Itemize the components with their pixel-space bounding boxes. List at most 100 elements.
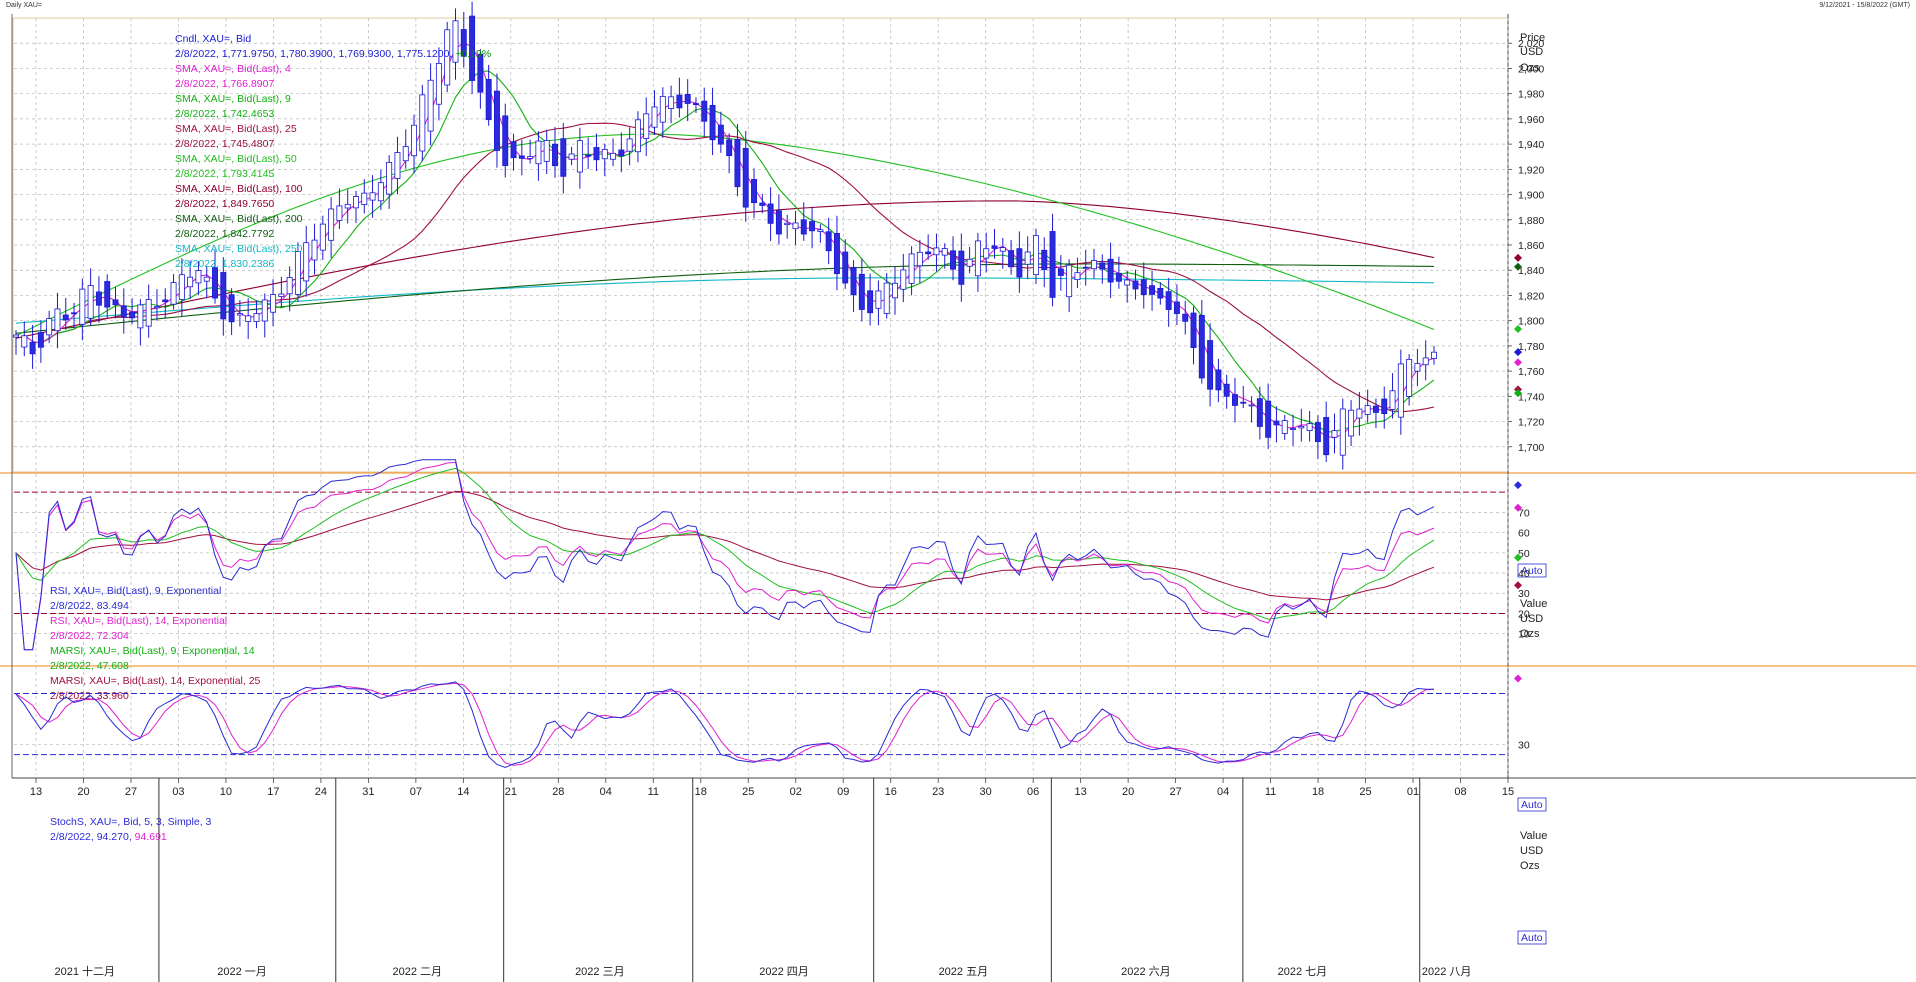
- price-legend-entry: Cndl, XAU=, Bid: [175, 33, 251, 45]
- candle-body: [203, 276, 210, 282]
- candle-body: [1223, 383, 1230, 397]
- rsi-tick-label: 70: [1518, 507, 1530, 519]
- candle-body: [676, 94, 683, 109]
- candle-body: [270, 294, 277, 313]
- candle-body: [212, 267, 218, 299]
- price-legend-entry: 2/8/2022, 1,745.4807: [175, 138, 274, 150]
- candle-body: [1074, 272, 1081, 281]
- candle-body: [867, 290, 874, 314]
- candle-body: [245, 315, 252, 322]
- candle-body: [1406, 358, 1413, 397]
- candle-body: [1099, 262, 1106, 270]
- rsi-legend-entry: RSI, XAU=, Bid(Last), 14, Exponential: [50, 615, 227, 627]
- candle-body: [833, 233, 840, 275]
- candle-body: [916, 251, 923, 267]
- candle-body: [402, 146, 409, 162]
- candle-body: [1348, 409, 1355, 437]
- x-day-tick-label: 02: [790, 786, 802, 798]
- candle-body: [419, 94, 426, 152]
- candle-body: [576, 140, 583, 173]
- candle-body: [54, 308, 61, 332]
- candle-body: [236, 313, 243, 316]
- x-month-label: 2022 二月: [393, 966, 443, 978]
- candle-body: [1049, 231, 1056, 298]
- candle-body: [883, 282, 890, 314]
- candle-body: [875, 290, 882, 309]
- x-day-tick-label: 03: [172, 786, 184, 798]
- candle-body: [618, 149, 625, 157]
- candle-body: [1207, 340, 1214, 390]
- candle-body: [560, 138, 567, 177]
- x-day-tick-label: 06: [1027, 786, 1039, 798]
- candle-body: [634, 119, 641, 153]
- candle-body: [328, 208, 335, 241]
- candle-body: [858, 273, 865, 310]
- candle-body: [543, 140, 550, 162]
- stoch-axis-unit2: Ozs: [1520, 860, 1540, 872]
- price-tick-label: 2,020: [1518, 38, 1544, 50]
- sma250-line: [15, 277, 1435, 324]
- price-tick-label: 1,720: [1518, 417, 1544, 429]
- candle-body: [950, 250, 957, 270]
- rsi-tick-label: 30: [1518, 588, 1530, 600]
- candle-body: [941, 248, 948, 256]
- candle-body: [809, 221, 816, 232]
- candle-body: [361, 192, 368, 205]
- price-legend-entry: 2/8/2022, 1,830.2386: [175, 258, 274, 270]
- candle-body: [742, 147, 749, 208]
- candle-body: [71, 312, 78, 315]
- x-day-tick-label: 16: [885, 786, 897, 798]
- x-day-tick-label: 10: [220, 786, 232, 798]
- candle-body: [1232, 394, 1238, 406]
- x-month-label: 2021 十二月: [54, 964, 115, 978]
- price-marker: [1514, 262, 1522, 271]
- candle-body: [170, 282, 177, 305]
- candle-body: [1364, 405, 1371, 415]
- x-month-label: 2022 六月: [1121, 965, 1171, 978]
- candle-body: [1057, 268, 1064, 276]
- candle-body: [709, 105, 716, 141]
- candle-body: [469, 15, 476, 81]
- candle-body: [1323, 417, 1330, 456]
- price-legend-entry: 2/8/2022, 1,766.8907: [175, 78, 274, 90]
- marsi14-line: [15, 490, 1435, 601]
- x-day-tick-label: 04: [600, 786, 612, 798]
- price-legend-entry: SMA, XAU=, Bid(Last), 100: [175, 183, 303, 195]
- candle-body: [1389, 390, 1396, 410]
- candle-body: [734, 138, 741, 188]
- candle-body: [933, 247, 940, 256]
- candle-body: [29, 342, 36, 355]
- candle-body: [1331, 430, 1338, 438]
- price-tick-label: 1,860: [1518, 240, 1544, 252]
- candle-body: [1273, 420, 1280, 426]
- rsi-axis-unit2: Ozs: [1520, 628, 1540, 640]
- candle-body: [294, 251, 301, 295]
- candle-body: [87, 285, 94, 319]
- candle-body: [104, 281, 111, 308]
- price-legend-entry: SMA, XAU=, Bid(Last), 9: [175, 93, 291, 105]
- candle-body: [1182, 313, 1189, 322]
- candle-body: [1032, 235, 1039, 276]
- candle-body: [983, 248, 990, 259]
- candle-body: [220, 272, 227, 320]
- price-legend-entry: SMA, XAU=, Bid(Last), 50: [175, 153, 297, 165]
- x-day-tick-label: 17: [267, 786, 279, 798]
- stoch-auto-box: [1517, 930, 1547, 945]
- candle-body: [278, 293, 285, 297]
- price-marker: [1514, 389, 1522, 398]
- rsi-legend-entry: RSI, XAU=, Bid(Last), 9, Exponential: [50, 585, 221, 597]
- candle-body: [593, 147, 600, 161]
- candle-body: [759, 202, 766, 206]
- candle-body: [344, 203, 351, 209]
- x-day-tick-label: 15: [1502, 786, 1514, 798]
- candle-body: [1298, 426, 1305, 429]
- candle-body: [452, 20, 459, 63]
- price-marker: [1514, 358, 1522, 367]
- stoch-axis-title: Value: [1520, 830, 1547, 842]
- rsi14-line: [15, 461, 1435, 651]
- stoch-k-line: [15, 681, 1435, 769]
- x-day-tick-label: 27: [125, 786, 137, 798]
- candle-body: [195, 270, 202, 284]
